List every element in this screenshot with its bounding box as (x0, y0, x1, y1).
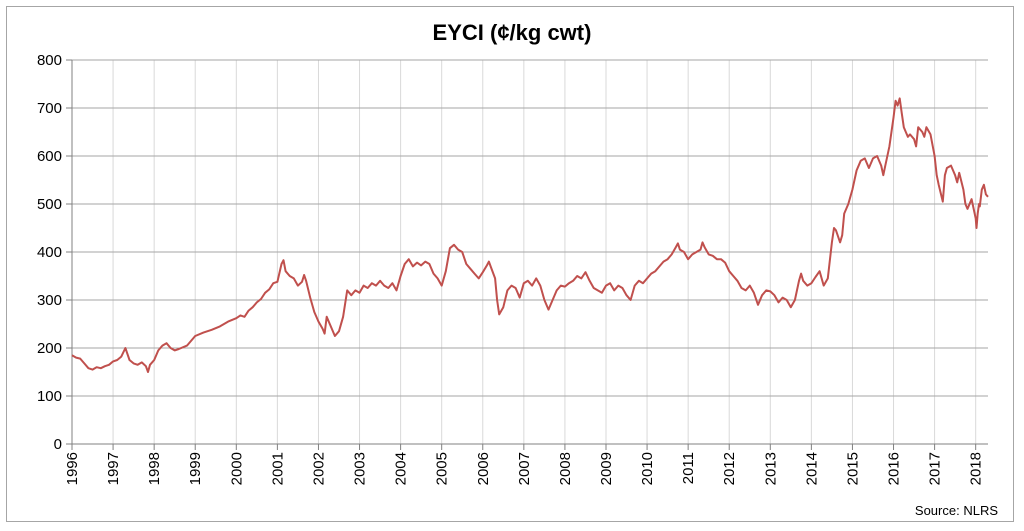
x-tick-label: 2001 (269, 452, 286, 485)
x-tick-label: 1999 (187, 452, 204, 485)
x-tick-label: 2014 (803, 452, 820, 485)
y-tick-label: 300 (37, 292, 62, 309)
series-group (71, 97, 989, 373)
y-tick-label: 500 (37, 196, 62, 213)
y-tick-label: 800 (37, 52, 62, 69)
y-tick-label: 100 (37, 388, 62, 405)
x-tick-label: 1997 (105, 452, 122, 485)
x-tick-label: 2002 (310, 452, 327, 485)
gridlines (71, 59, 988, 445)
chart-frame (6, 6, 1014, 522)
x-tick-label: 2017 (927, 452, 944, 485)
x-tick-label: 2004 (393, 452, 410, 485)
y-tick-label: 600 (37, 148, 62, 165)
x-tick-label: 2015 (844, 452, 861, 485)
x-tick-label: 2006 (475, 452, 492, 485)
x-tick-label: 2003 (352, 452, 369, 485)
x-tick-label: 2018 (968, 452, 985, 485)
series-line (71, 97, 989, 373)
y-tick-label: 0 (54, 436, 62, 453)
x-tick-label: 2016 (886, 452, 903, 485)
x-tick-label: 2000 (228, 452, 245, 485)
x-tick-label: 2013 (762, 452, 779, 485)
source-note: Source: NLRS (914, 503, 998, 518)
x-tick-label: 2012 (721, 452, 738, 485)
y-tick-label: 700 (37, 100, 62, 117)
chart-title: EYCI (¢/kg cwt) (432, 20, 592, 45)
x-tick-label: 2005 (434, 452, 451, 485)
x-tick-label: 2008 (557, 452, 574, 485)
x-tick-label: 2009 (598, 452, 615, 485)
x-axis-tick-labels: 1996 1997 1998 1999 2000 2001 2002 2003 2004 2005… (64, 452, 985, 485)
y-tick-label: 400 (37, 244, 62, 261)
x-tick-label: 1996 (64, 452, 81, 485)
y-tick-label: 200 (37, 340, 62, 357)
x-tick-label: 2011 (680, 452, 697, 484)
x-tick-label: 2010 (639, 452, 656, 485)
x-tick-label: 1998 (146, 452, 163, 485)
x-tick-label: 2007 (516, 452, 533, 485)
y-axis-tick-labels: 0 100 200 300 400 500 600 700 800 (37, 52, 62, 453)
axes (66, 59, 988, 450)
